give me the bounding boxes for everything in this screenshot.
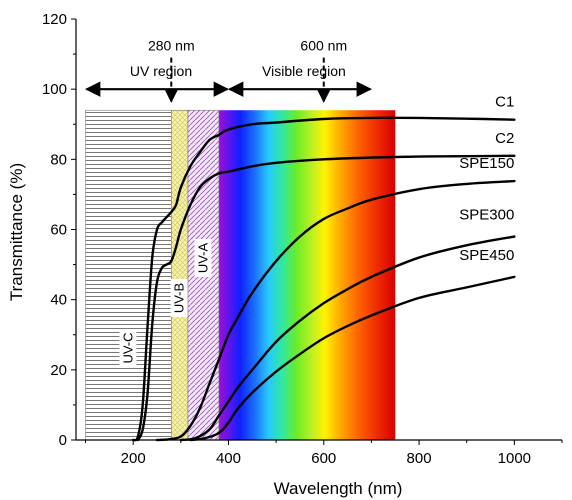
- region-label-uv-a: UV-A: [195, 243, 210, 274]
- series-line-spe450: [189, 275, 516, 442]
- y-tick-label: 100: [42, 81, 67, 98]
- region-label-uv-c: UV-C: [120, 332, 135, 363]
- series-line-c2: [136, 154, 516, 442]
- x-tick-label: 600: [311, 450, 336, 467]
- y-tick-label: 80: [50, 151, 67, 168]
- region-uv-c: [85, 109, 172, 441]
- x-tick-label: 400: [216, 450, 241, 467]
- y-tick-label: 120: [42, 11, 67, 28]
- region-label-bg-uv-a: [194, 239, 212, 277]
- range-label-visible-region: Visible region: [262, 63, 346, 79]
- region-label-group-uv-b: UV-B: [170, 279, 188, 317]
- y-tick-label: 60: [50, 222, 67, 239]
- annotations: UV region Visible region 280 nm 600 nm: [84, 38, 372, 103]
- x-tick-label: 1000: [498, 450, 531, 467]
- x-tick-label: 800: [407, 450, 432, 467]
- series-line-spe300: [179, 235, 516, 442]
- visible-spectrum-band: [218, 110, 396, 440]
- region-label-group-uv-a: UV-A: [194, 239, 212, 277]
- region-label-bg-uv-b: [170, 279, 188, 317]
- range-label-uv-region: UV region: [130, 63, 192, 79]
- band-regions: UV-C UV-B UV-A: [85, 109, 396, 441]
- x-tick-label: 200: [121, 450, 146, 467]
- y-tick-label: 0: [59, 432, 67, 449]
- marker-label-600-nm: 600 nm: [300, 38, 347, 54]
- series-label-c2: C2: [495, 130, 514, 147]
- series-lines: C1 C2 SPE150 SPE300 SPE450: [131, 94, 516, 442]
- series-label-spe450: SPE450: [459, 247, 514, 264]
- region-label-uv-b: UV-B: [172, 283, 187, 313]
- y-tick-label: 40: [50, 292, 67, 309]
- y-tick-label: 20: [50, 362, 67, 379]
- series-label-spe150: SPE150: [459, 155, 514, 172]
- series-line-c1: [131, 116, 516, 442]
- region-uv-b: [170, 109, 189, 441]
- marker-label-280-nm: 280 nm: [148, 38, 195, 54]
- region-label-bg-uv-c: [119, 329, 137, 367]
- y-axis-label: Transmittance (%): [7, 163, 26, 301]
- series-label-spe300: SPE300: [459, 207, 514, 224]
- x-axis-label: Wavelength (nm): [274, 479, 403, 498]
- region-label-group-uv-c: UV-C: [119, 329, 137, 367]
- series-label-c1: C1: [495, 94, 514, 111]
- axes: 200 400 600 800 1000 0 20 40 60 80 100 120: [42, 11, 563, 467]
- series-line-spe150: [155, 179, 516, 442]
